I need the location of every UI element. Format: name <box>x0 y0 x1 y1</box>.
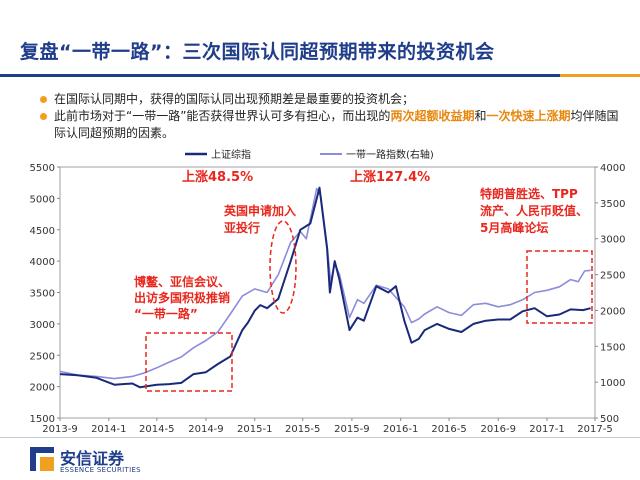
series-line-shanghai-composite <box>59 186 591 389</box>
y-right-tick-label-4: 2500 <box>600 271 625 282</box>
x-tick-label-1: 2014-1 <box>91 424 126 435</box>
y-right-tick-label-1: 1000 <box>600 378 625 389</box>
x-tick-label-7: 2016-1 <box>383 424 418 435</box>
y-left-tick-label-7: 5000 <box>30 194 55 205</box>
y-left-tick-label-8: 5500 <box>30 163 55 174</box>
bullet-1-text: 在国际认同期中，获得的国际认同出现预期差是最重要的投资机会； <box>54 92 415 106</box>
footer-rule <box>0 437 640 438</box>
annotation-trump-line-2: 5月高峰论坛 <box>480 220 548 235</box>
x-tick-label-4: 2015-1 <box>237 424 272 435</box>
legend-label-0: 上证综指 <box>211 148 251 161</box>
company-name: 安信证券 <box>60 449 125 468</box>
x-tick-label-0: 2013-9 <box>42 424 77 435</box>
annotation-boxes <box>145 220 593 392</box>
bullet-2-highlight-a: 两次超额收益期 <box>390 109 475 123</box>
chart-series <box>59 186 591 389</box>
annotation-uk-aiib-line-0: 英国申请加入 <box>224 203 296 218</box>
highlight-box-2014 <box>145 332 233 392</box>
bullet-list: 在国际认同期中，获得的国际认同出现预期差是最重要的投资机会； 此前市场对于“一带… <box>40 91 620 142</box>
y-left-tick-label-1: 2000 <box>30 383 55 394</box>
highlight-ellipse-2015 <box>269 220 297 314</box>
x-tick-label-6: 2015-9 <box>334 424 369 435</box>
annotation-boao-line-2: “一带一路” <box>134 306 198 321</box>
company-name-en: ESSENCE SECURITIES <box>60 466 141 474</box>
bullet-2: 此前市场对于“一带一路”能否获得世界认可多有担心，而出现的两次超额收益期和一次快… <box>40 108 620 142</box>
y-right-tick-label-0: 500 <box>600 414 619 425</box>
bullet-2-text-b: 和 <box>474 109 487 123</box>
y-left-tick-label-3: 3000 <box>30 320 55 331</box>
y-right-tick-label-3: 2000 <box>600 306 625 317</box>
annotation-trump-line-0: 特朗普胜选、TPP <box>480 186 578 201</box>
x-tick-label-9: 2016-9 <box>481 424 516 435</box>
annotation-rise1-line-0: 上涨48.5% <box>182 170 253 185</box>
company-logo-icon <box>30 447 54 471</box>
x-tick-label-2: 2014-5 <box>139 424 174 435</box>
legend-label-1: 一带一路指数(右轴) <box>346 148 434 161</box>
dual-axis-line-chart: 1500 2000 2500 3000 3500 4000 4500 5000 5500 500 1… <box>30 148 626 435</box>
bullet-2-text-c: 均伴随国际认同超预期的因素。 <box>54 109 619 140</box>
title-accent-bar <box>560 74 640 77</box>
y-left-tick-label-6: 4500 <box>30 226 55 237</box>
x-tick-label-8: 2016-5 <box>431 424 466 435</box>
x-tick-label-11: 2017-5 <box>577 424 612 435</box>
y-right-tick-label-7: 4000 <box>600 163 625 174</box>
bullet-2-text-a: 此前市场对于“一带一路”能否获得世界认可多有担心，而出现的 <box>54 109 391 123</box>
x-tick-label-3: 2014-9 <box>188 424 223 435</box>
y-right-tick-label-5: 3000 <box>600 235 625 246</box>
y-left-tick-label-4: 3500 <box>30 289 55 300</box>
chart-annotations: 上涨48.5% 上涨127.4% 英国申请加入亚投行博鳌、亚信会议、出访多国积极推销… <box>134 170 588 321</box>
title-rule <box>0 74 640 77</box>
y-left-tick-label-2: 2500 <box>30 351 55 362</box>
annotation-rise2-line-0: 上涨127.4% <box>350 170 430 185</box>
y-right-tick-label-6: 3500 <box>600 199 625 210</box>
y-left-tick-label-5: 4000 <box>30 257 55 268</box>
annotation-boao-line-0: 博鳌、亚信会议、 <box>134 274 230 289</box>
chart-legend: 上证综指 一带一路指数(右轴) <box>185 148 434 161</box>
bullet-2-highlight-b: 一次快速上涨期 <box>486 109 571 123</box>
bullet-1: 在国际认同期中，获得的国际认同出现预期差是最重要的投资机会； <box>40 91 620 108</box>
y-left-tick-label-0: 1500 <box>30 414 55 425</box>
annotation-trump-line-1: 流产、人民币贬值、 <box>480 203 588 218</box>
annotation-boao-line-1: 出访多国积极推销 <box>134 290 230 305</box>
highlight-box-2017 <box>526 250 593 324</box>
x-tick-label-5: 2015-5 <box>285 424 320 435</box>
x-tick-label-10: 2017-1 <box>529 424 564 435</box>
y-right-tick-label-2: 1500 <box>600 342 625 353</box>
slide-title: 复盘“一带一路”：三次国际认同超预期带来的投资机会 <box>20 41 495 63</box>
annotation-uk-aiib-line-1: 亚投行 <box>224 220 260 235</box>
chart-axes: 1500 2000 2500 3000 3500 4000 4500 5000 5500 500 1… <box>30 163 626 435</box>
